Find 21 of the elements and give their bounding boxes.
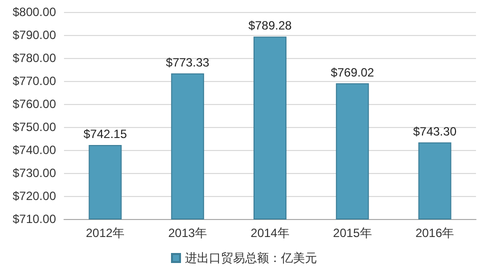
x-tick-label: 2015年 xyxy=(333,226,372,240)
legend-label: 进出口贸易总额：亿美元 xyxy=(185,251,317,265)
x-tick-label: 2014年 xyxy=(250,226,290,240)
data-label: $742.15 xyxy=(84,127,128,142)
y-tick-label: $780.00 xyxy=(12,51,56,65)
y-tick-label: $770.00 xyxy=(12,74,56,88)
y-tick-label: $710.00 xyxy=(12,212,56,226)
data-label: $789.28 xyxy=(248,18,292,33)
x-tick-label: 2016年 xyxy=(415,226,454,240)
y-tick-label: $740.00 xyxy=(12,143,56,157)
x-tick-label: 2013年 xyxy=(168,226,207,240)
data-label: $769.02 xyxy=(330,65,374,80)
y-tick-label: $790.00 xyxy=(12,28,56,42)
y-tick-label: $730.00 xyxy=(12,166,56,180)
x-tick-label: 2012年 xyxy=(86,226,125,240)
y-tick-label: $800.00 xyxy=(12,5,56,19)
y-tick-label: $750.00 xyxy=(12,120,56,134)
y-tick-label: $720.00 xyxy=(12,189,56,203)
data-label: $773.33 xyxy=(166,55,210,70)
data-label: $743.30 xyxy=(413,124,457,138)
y-tick-label: $760.00 xyxy=(12,97,56,111)
